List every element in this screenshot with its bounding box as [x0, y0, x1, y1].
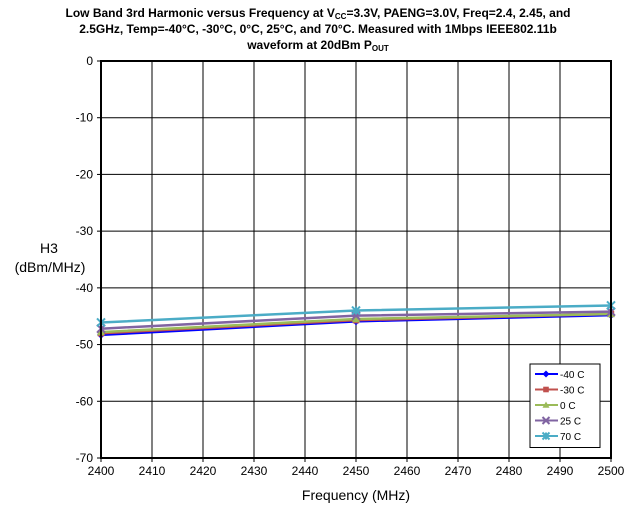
y-tick-label: -20 [76, 167, 94, 181]
x-tick-label: 2450 [343, 464, 370, 478]
x-axis-label: Frequency (MHz) [302, 487, 410, 503]
chart-title-line-3: waveform at 20dBm POUT [0, 37, 636, 57]
legend-label: -40 C [560, 370, 584, 381]
legend-label: 70 C [560, 432, 581, 443]
legend-entry: 70 C [535, 431, 581, 443]
title-line-3-pre: waveform at 20dBm P [247, 38, 372, 52]
x-tick-label: 2410 [139, 464, 166, 478]
title-line-1-subscript: CC [334, 12, 347, 21]
x-tick-label: 2430 [241, 464, 268, 478]
marker-triangle [542, 401, 550, 408]
y-axis-label-line-1: H3 [40, 240, 58, 256]
legend-entry: -40 C [535, 370, 584, 381]
legend: -40 C -30 C 0 C 25 C 70 C [529, 363, 601, 448]
legend-entry: 0 C [535, 401, 576, 412]
legend-label: -30 C [560, 386, 584, 397]
chart-title-line-1: Low Band 3rd Harmonic versus Frequency a… [0, 5, 636, 25]
y-tick-label: -60 [76, 394, 94, 408]
title-line-1-pre: Low Band 3rd Harmonic versus Frequency a… [65, 6, 335, 20]
marker-square [543, 386, 549, 393]
legend-label: 0 C [560, 401, 576, 412]
marker-star [541, 431, 551, 441]
title-line-1-post: =3.3V, PAENG=3.0V, Freq=2.4, 2.45, and [346, 6, 571, 20]
x-tick-label: 2470 [445, 464, 472, 478]
legend-entry: 25 C [535, 416, 581, 428]
x-tick-label: 2490 [547, 464, 574, 478]
x-tick-label: 2460 [394, 464, 421, 478]
y-tick-label: 0 [86, 54, 93, 68]
y-tick-label: -70 [76, 451, 94, 465]
marker-triangle [352, 315, 360, 323]
y-tick-label: -10 [76, 111, 94, 125]
marker-diamond [542, 370, 550, 378]
legend-entry: -30 C [535, 386, 584, 397]
marker-star [351, 305, 361, 316]
marker-x [541, 416, 551, 425]
x-tick-label: 2480 [496, 464, 523, 478]
x-tick-label: 2440 [292, 464, 319, 478]
chart-title-line-2: 2.5GHz, Temp=-40°C, -30°C, 0°C, 25°C, an… [79, 22, 557, 36]
x-tick-label: 2400 [88, 464, 115, 478]
y-axis-label-line-2: (dBm/MHz) [15, 259, 86, 275]
plot-frame [100, 60, 612, 459]
title-line-3-subscript: OUT [371, 44, 389, 53]
tick-labels: 2400 2410 2420 2430 2440 2450 2460 2470 2480 2490… [76, 54, 625, 478]
y-tick-label: -50 [76, 338, 94, 352]
series-layer [96, 300, 616, 339]
legend-label: 25 C [560, 417, 581, 428]
y-tick-label: -30 [76, 224, 94, 238]
x-tick-label: 2420 [190, 464, 217, 478]
y-tick-label: -40 [76, 281, 94, 295]
x-tick-label: 2500 [598, 464, 625, 478]
